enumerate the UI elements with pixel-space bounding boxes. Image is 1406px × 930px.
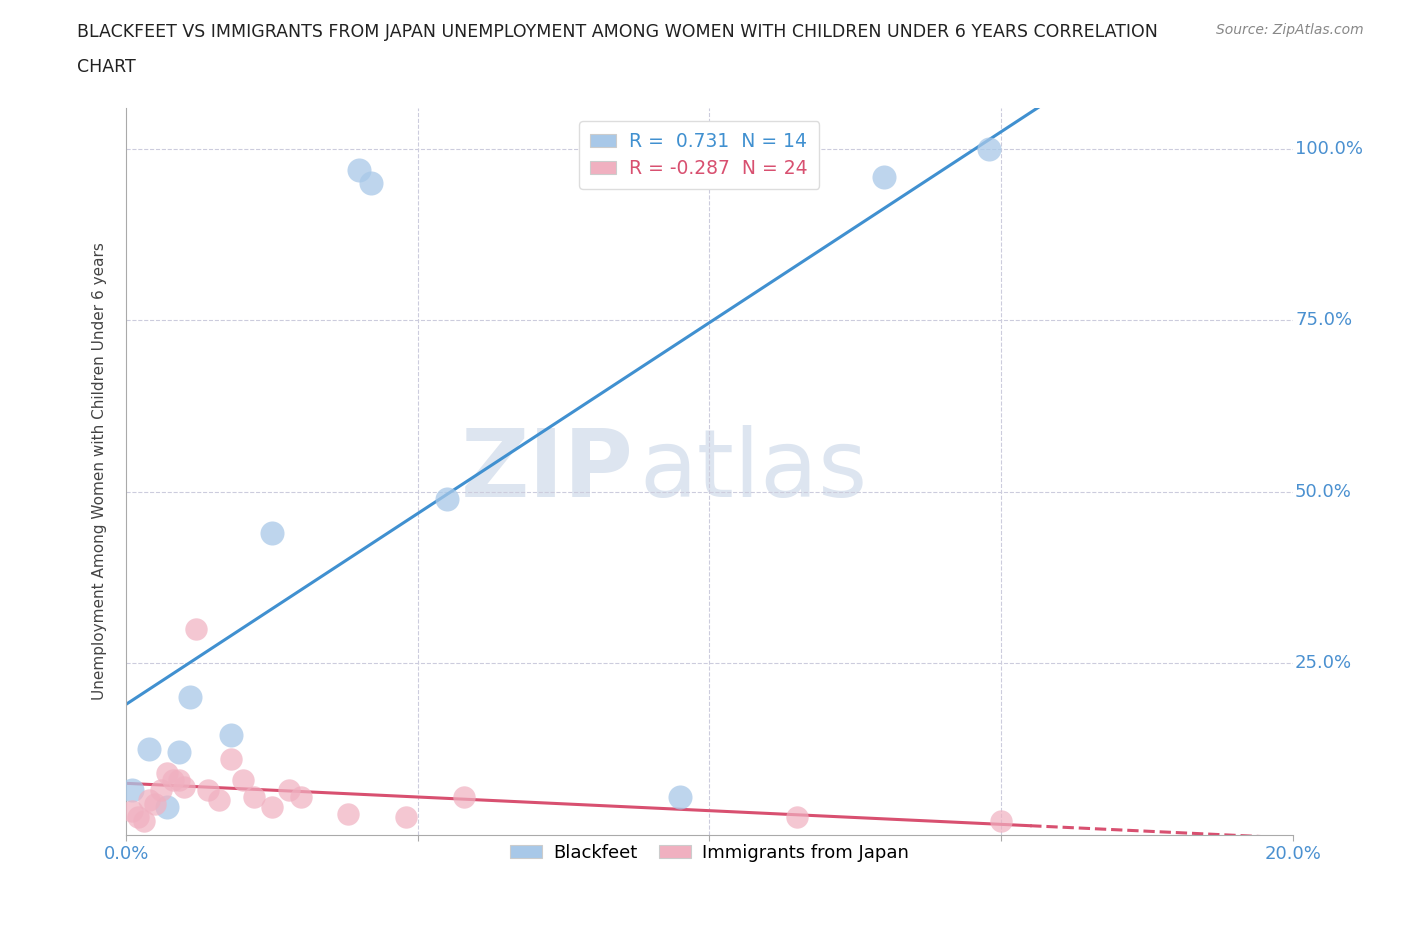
- Legend: Blackfeet, Immigrants from Japan: Blackfeet, Immigrants from Japan: [502, 837, 917, 870]
- Point: [197, 782, 219, 797]
- Point: [349, 162, 371, 177]
- Point: [360, 176, 382, 191]
- Point: [786, 810, 808, 825]
- Text: Source: ZipAtlas.com: Source: ZipAtlas.com: [1216, 23, 1364, 37]
- Y-axis label: Unemployment Among Women with Children Under 6 years: Unemployment Among Women with Children U…: [93, 243, 107, 700]
- Point: [121, 804, 143, 818]
- Text: BLACKFEET VS IMMIGRANTS FROM JAPAN UNEMPLOYMENT AMONG WOMEN WITH CHILDREN UNDER : BLACKFEET VS IMMIGRANTS FROM JAPAN UNEMP…: [77, 23, 1159, 41]
- Point: [990, 814, 1012, 829]
- Text: 50.0%: 50.0%: [1295, 483, 1353, 501]
- Point: [219, 728, 242, 743]
- Point: [243, 790, 266, 804]
- Point: [260, 800, 283, 815]
- Point: [132, 814, 155, 829]
- Point: [127, 810, 149, 825]
- Point: [756, 162, 779, 177]
- Point: [138, 793, 160, 808]
- Text: ZIP: ZIP: [461, 425, 634, 517]
- Point: [260, 525, 283, 540]
- Point: [453, 790, 475, 804]
- Point: [162, 772, 184, 787]
- Point: [184, 621, 207, 636]
- Point: [979, 141, 1001, 156]
- Point: [208, 793, 231, 808]
- Point: [336, 806, 359, 821]
- Point: [436, 491, 458, 506]
- Point: [232, 772, 254, 787]
- Point: [156, 800, 179, 815]
- Text: atlas: atlas: [640, 425, 868, 517]
- Text: 100.0%: 100.0%: [1295, 140, 1362, 158]
- Point: [669, 790, 692, 804]
- Point: [219, 751, 242, 766]
- Text: 25.0%: 25.0%: [1295, 654, 1353, 672]
- Point: [138, 741, 160, 756]
- Point: [121, 782, 143, 797]
- Point: [278, 782, 301, 797]
- Point: [167, 772, 190, 787]
- Point: [167, 745, 190, 760]
- Point: [173, 779, 195, 794]
- Point: [143, 796, 166, 811]
- Point: [156, 765, 179, 780]
- Text: 75.0%: 75.0%: [1295, 312, 1353, 329]
- Point: [150, 782, 173, 797]
- Point: [179, 690, 201, 705]
- Point: [395, 810, 418, 825]
- Point: [873, 169, 896, 184]
- Point: [290, 790, 312, 804]
- Text: CHART: CHART: [77, 58, 136, 75]
